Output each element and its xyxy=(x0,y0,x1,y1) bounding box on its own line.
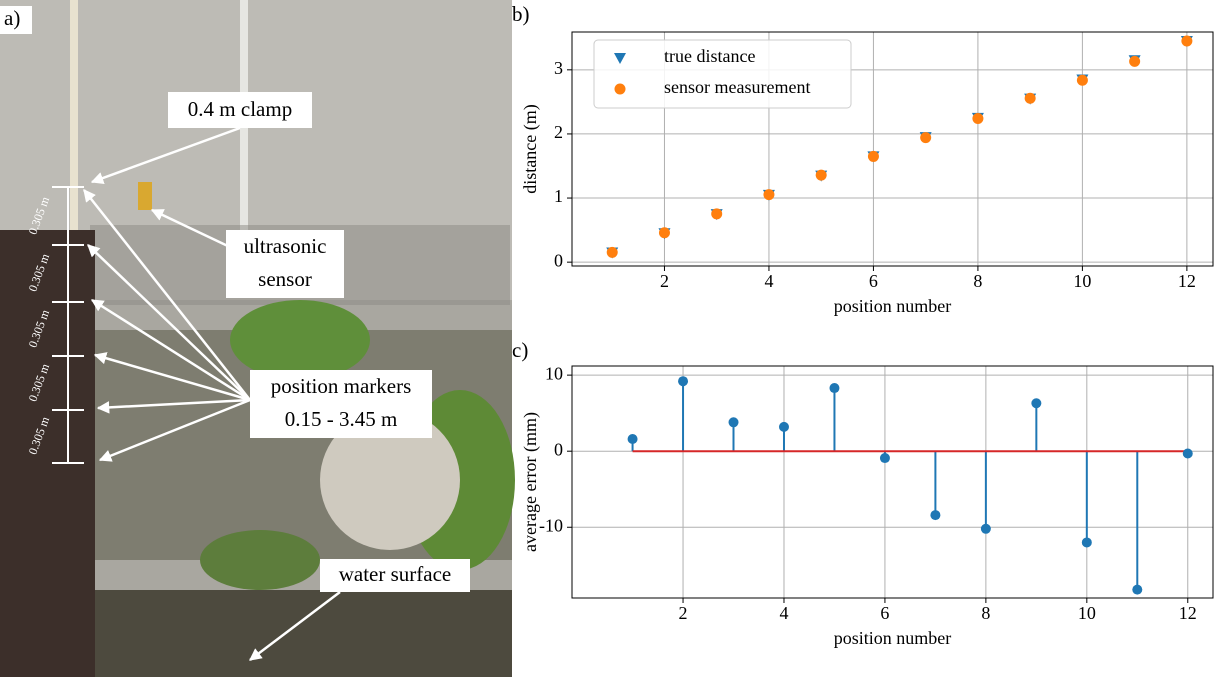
plot-frame xyxy=(571,365,1214,599)
circle-marker xyxy=(1076,74,1088,86)
sensor-label: sensor xyxy=(258,267,312,291)
panel-label: a) xyxy=(4,6,20,30)
legend-box xyxy=(593,39,852,109)
water-label: water surface xyxy=(339,562,452,586)
circle-marker xyxy=(867,150,879,162)
stem-head xyxy=(1031,398,1042,409)
x-tick-label: 4 xyxy=(779,603,788,623)
y-tick-label: -10 xyxy=(539,515,563,535)
y-tick-label: 0 xyxy=(554,439,563,459)
circle-marker xyxy=(1129,55,1141,67)
x-tick-label: 12 xyxy=(1179,603,1197,623)
label-box xyxy=(320,559,470,592)
stem-head xyxy=(778,421,789,432)
markers-label: 0.15 - 3.45 m xyxy=(285,407,398,431)
y-tick-label: 2 xyxy=(554,122,563,142)
panel-label: c) xyxy=(512,338,528,362)
stem-head xyxy=(930,510,941,521)
y-tick-label: 0 xyxy=(554,250,563,270)
circle-marker xyxy=(711,208,723,220)
stem-head xyxy=(627,434,638,445)
x-tick-label: 8 xyxy=(981,603,990,623)
markers-label: position markers xyxy=(271,374,412,398)
y-tick-label: 10 xyxy=(545,363,563,383)
legend-label: sensor measurement xyxy=(664,77,810,97)
circle-marker xyxy=(815,169,827,181)
x-tick-label: 6 xyxy=(869,271,878,291)
label-box xyxy=(226,230,344,298)
x-axis-label: position number xyxy=(834,296,952,316)
x-axis-label: position number xyxy=(834,628,952,648)
legend-label: true distance xyxy=(664,46,755,66)
clamp-label: 0.4 m clamp xyxy=(188,97,292,121)
plot-frame xyxy=(571,31,1214,267)
x-tick-label: 10 xyxy=(1078,603,1096,623)
stem-head xyxy=(1132,584,1143,595)
x-tick-label: 10 xyxy=(1073,271,1091,291)
circle-marker xyxy=(614,83,626,95)
circle-marker xyxy=(606,246,618,258)
stem-head xyxy=(879,453,890,464)
label-box xyxy=(168,92,312,128)
stem-head xyxy=(829,383,840,394)
x-tick-label: 4 xyxy=(764,271,773,291)
y-tick-label: 1 xyxy=(554,186,563,206)
stem-head xyxy=(1081,537,1092,548)
label-box xyxy=(250,370,432,438)
stem-head xyxy=(728,417,739,428)
x-tick-label: 6 xyxy=(880,603,889,623)
sensor-label: ultrasonic xyxy=(244,234,327,258)
stem-head xyxy=(678,376,689,387)
label-bg xyxy=(0,6,32,34)
y-axis-label: average error (mm) xyxy=(520,412,541,552)
circle-marker xyxy=(658,227,670,239)
x-tick-label: 8 xyxy=(973,271,982,291)
circle-marker xyxy=(1024,92,1036,104)
y-tick-label: 3 xyxy=(554,58,563,78)
circle-marker xyxy=(972,113,984,125)
circle-marker xyxy=(920,132,932,144)
y-axis-label: distance (m) xyxy=(520,104,541,193)
x-tick-label: 2 xyxy=(679,603,688,623)
circle-marker xyxy=(763,189,775,201)
stem-head xyxy=(980,523,991,534)
circle-marker xyxy=(1181,35,1193,47)
stem-head xyxy=(1182,448,1193,459)
arrows xyxy=(83,126,341,661)
triangle-marker xyxy=(614,53,626,64)
x-tick-label: 2 xyxy=(660,271,669,291)
panel-label: b) xyxy=(512,2,530,26)
scale-bar xyxy=(52,186,84,464)
x-tick-label: 12 xyxy=(1178,271,1196,291)
